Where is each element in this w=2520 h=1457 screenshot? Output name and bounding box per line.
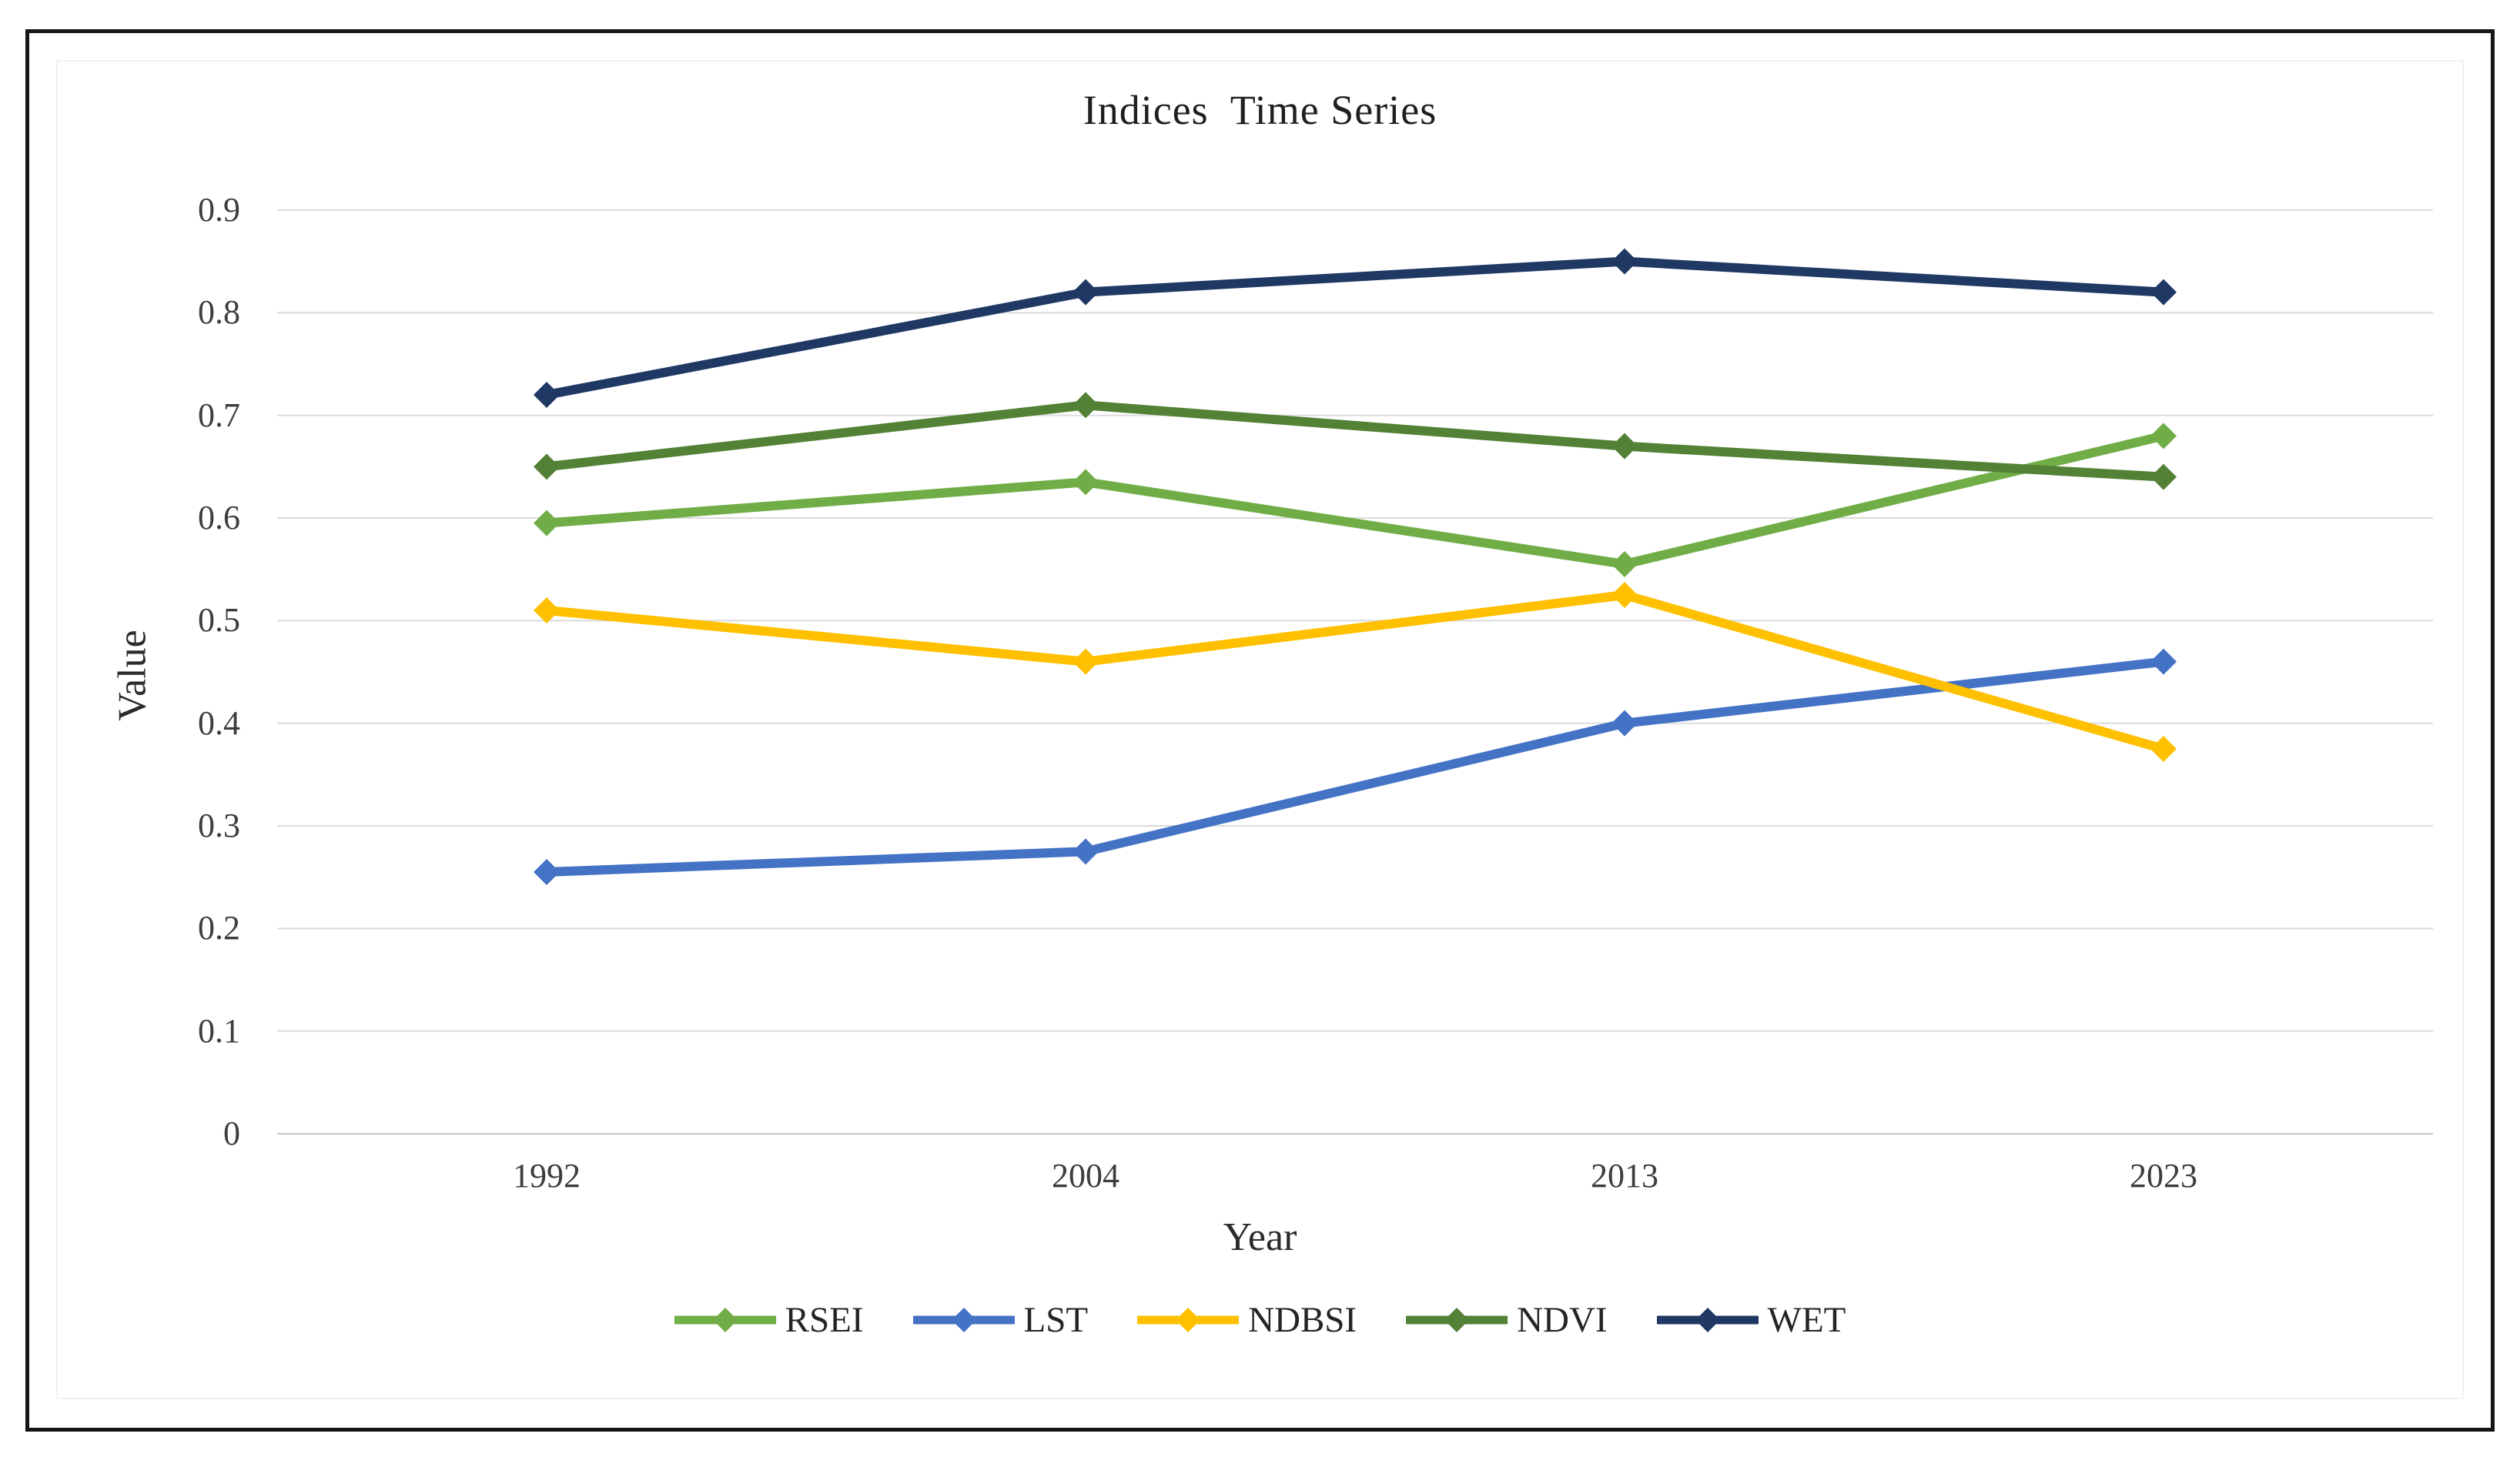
y-tick-label: 0.3 (198, 807, 240, 844)
marker-rsei-2023 (2150, 423, 2177, 449)
legend-line-marker-icon (1137, 1308, 1240, 1332)
marker-wet-2004 (1073, 279, 1099, 306)
series-line-wet (542, 256, 2168, 399)
marker-rsei-2004 (1073, 469, 1099, 496)
legend-label: RSEI (785, 1300, 864, 1340)
legend: RSEI LST NDBSI NDVI WET (0, 1299, 2520, 1341)
series-line-ndbsi (542, 590, 2168, 754)
marker-ndvi-2023 (2150, 463, 2177, 490)
marker-ndbsi-2023 (2150, 736, 2177, 762)
marker-ndbsi-1992 (534, 597, 560, 623)
legend-line-marker-icon (912, 1308, 1015, 1332)
y-tick-label: 0.1 (198, 1011, 240, 1050)
legend-label: WET (1767, 1300, 1846, 1340)
y-tick-label: 0 (223, 1114, 240, 1152)
legend-item-lst: LST (912, 1299, 1089, 1341)
series-line-ndvi (542, 400, 2168, 482)
y-axis-title: Value (110, 630, 155, 721)
x-tick-label: 2004 (1052, 1157, 1119, 1195)
marker-wet-2013 (1611, 248, 1638, 275)
legend-item-ndbsi: NDBSI (1137, 1299, 1357, 1341)
legend-item-wet: WET (1656, 1299, 1846, 1341)
y-tick-label: 0.8 (198, 293, 240, 332)
marker-lst-2004 (1073, 838, 1099, 865)
x-tick-label: 2013 (1591, 1157, 1658, 1195)
chart-title: Indices Time Series (1083, 87, 1437, 133)
marker-wet-1992 (534, 382, 560, 408)
marker-lst-2023 (2150, 648, 2177, 675)
legend-line-marker-icon (674, 1308, 776, 1332)
y-tick-label: 0.2 (198, 909, 240, 947)
marker-ndbsi-2013 (1611, 582, 1638, 608)
marker-ndvi-2004 (1073, 392, 1099, 419)
plot-area (277, 209, 2433, 1135)
legend-line-marker-icon (1656, 1308, 1759, 1332)
marker-ndvi-1992 (534, 453, 560, 480)
marker-rsei-2013 (1611, 551, 1638, 577)
marker-ndvi-2013 (1611, 433, 1638, 459)
legend-label: LST (1023, 1300, 1089, 1340)
marker-lst-1992 (534, 859, 560, 885)
legend-line-marker-icon (1406, 1308, 1508, 1332)
x-tick-label: 2023 (2130, 1157, 2197, 1195)
series-line-rsei (542, 431, 2168, 569)
marker-wet-2023 (2150, 279, 2177, 306)
marker-ndbsi-2004 (1073, 648, 1099, 675)
legend-label: NDVI (1517, 1300, 1608, 1340)
y-tick-label: 0.6 (198, 499, 240, 536)
y-tick-label: 0.5 (198, 601, 240, 640)
marker-lst-2013 (1611, 710, 1638, 737)
y-tick-label: 0.4 (198, 703, 240, 742)
y-tick-label: 0.9 (198, 191, 240, 229)
x-axis-title: Year (1223, 1215, 1297, 1259)
y-tick-label: 0.7 (198, 396, 240, 434)
legend-item-ndvi: NDVI (1406, 1299, 1608, 1341)
marker-rsei-1992 (534, 510, 560, 536)
x-tick-label: 1992 (513, 1157, 581, 1195)
legend-label: NDBSI (1248, 1300, 1357, 1340)
series-line-lst (542, 657, 2168, 877)
legend-item-rsei: RSEI (674, 1299, 864, 1341)
